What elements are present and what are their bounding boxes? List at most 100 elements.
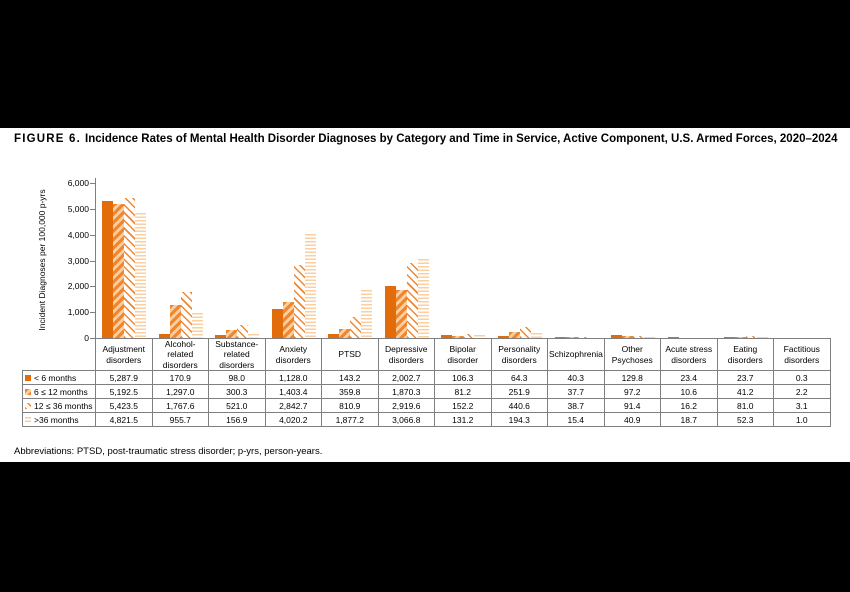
- value-cell: 40.3: [547, 370, 605, 385]
- bar: [282, 301, 294, 338]
- value-cell: 2,919.6: [377, 398, 435, 413]
- category-header-cell: Bipolar disorder: [434, 338, 492, 371]
- bar: [158, 333, 170, 338]
- category-header-cell: Substance-related disorders: [208, 338, 266, 371]
- figure-title: FIGURE 6. Incidence Rates of Mental Healt…: [14, 131, 838, 147]
- bar-chart: Incident Diagnoses per 100,000 p-yrs 0 1,…: [0, 128, 850, 462]
- bar: [611, 334, 623, 338]
- bar: [735, 336, 747, 338]
- bar: [135, 213, 147, 338]
- value-cell: 2,842.7: [264, 398, 322, 413]
- y-axis-tick-mark: [90, 208, 95, 210]
- category-header-cell: Factitious disorders: [773, 338, 831, 371]
- value-cell: 38.7: [547, 398, 605, 413]
- value-cell: 521.0: [208, 398, 266, 413]
- value-cell: 810.9: [321, 398, 379, 413]
- bar: [113, 203, 125, 338]
- value-cell: 23.7: [716, 370, 774, 385]
- bar: [757, 336, 769, 338]
- value-cell: 4,020.2: [264, 412, 322, 427]
- category-header-cell: Depressive disorders: [377, 338, 435, 371]
- bar: [304, 234, 316, 338]
- value-cell: 23.4: [660, 370, 718, 385]
- value-cell: 40.9: [603, 412, 661, 427]
- bar: [293, 264, 305, 338]
- value-cell: 359.8: [321, 384, 379, 399]
- table-corner-cell: [23, 339, 96, 371]
- bar: [102, 201, 114, 338]
- value-cell: 52.3: [716, 412, 774, 427]
- bar: [644, 336, 656, 338]
- bar: [565, 337, 577, 338]
- bar-group: [379, 178, 436, 338]
- category-header-cell: Personality disorders: [490, 338, 548, 371]
- bar: [328, 334, 340, 338]
- series-label-cell: 6 ≤ 12 months: [22, 384, 96, 399]
- value-cell: 152.2: [434, 398, 492, 413]
- bar: [463, 334, 475, 338]
- legend-swatch: [25, 389, 31, 395]
- bar-group: [492, 178, 549, 338]
- value-cell: 251.9: [490, 384, 548, 399]
- bar: [350, 317, 362, 338]
- category-header-cell: PTSD: [321, 338, 379, 371]
- bar-group: [153, 178, 210, 338]
- bar: [180, 292, 192, 338]
- value-cell: 1,297.0: [151, 384, 209, 399]
- table-row: 12 ≤ 36 months 5,423.5 1,767.6 521.0 2,842.7…: [22, 398, 831, 413]
- value-cell: 300.3: [208, 384, 266, 399]
- bar: [724, 337, 736, 338]
- value-cell: 15.4: [547, 412, 605, 427]
- value-cell: 1,767.6: [151, 398, 209, 413]
- value-cell: 0.3: [773, 370, 831, 385]
- bar: [395, 289, 407, 338]
- category-header-cell: Other Psychoses: [603, 338, 661, 371]
- value-cell: 2.2: [773, 384, 831, 399]
- y-axis-tick-mark: [90, 183, 95, 184]
- bar: [169, 304, 181, 338]
- series-label-cell: >36 months: [22, 412, 96, 427]
- bar: [124, 197, 136, 338]
- bar: [406, 262, 418, 338]
- bar: [361, 289, 373, 338]
- series-label-cell: < 6 months: [22, 370, 96, 385]
- value-cell: 156.9: [208, 412, 266, 427]
- y-axis-tick-mark: [90, 286, 95, 288]
- bar: [633, 335, 645, 338]
- table-header-row: Adjustment disorders Alcohol-related diso…: [23, 338, 831, 371]
- value-cell: 3,066.8: [377, 412, 435, 427]
- bar: [474, 334, 486, 338]
- value-cell: 91.4: [603, 398, 661, 413]
- value-cell: 81.2: [434, 384, 492, 399]
- series-label-cell: 12 ≤ 36 months: [22, 398, 96, 413]
- figure-panel: FIGURE 6. Incidence Rates of Mental Healt…: [0, 128, 850, 462]
- bar: [271, 308, 283, 338]
- value-cell: 5,192.5: [95, 384, 153, 399]
- abbreviations-note: Abbreviations: PTSD, post-traumatic stre…: [14, 446, 323, 457]
- category-header-cell: Adjustment disorders: [95, 338, 153, 371]
- value-cell: 1.0: [773, 412, 831, 427]
- bar: [237, 324, 249, 338]
- value-cell: 10.6: [660, 384, 718, 399]
- bar-group: [605, 178, 662, 338]
- value-cell: 81.0: [716, 398, 774, 413]
- bar-group: [435, 178, 492, 338]
- value-cell: 143.2: [321, 370, 379, 385]
- figure-number: FIGURE 6.: [14, 133, 82, 145]
- value-cell: 1,128.0: [264, 370, 322, 385]
- value-cell: 64.3: [490, 370, 548, 385]
- category-header-cell: Alcohol-related disorders: [151, 338, 209, 371]
- legend-swatch: [25, 375, 31, 381]
- data-table: Adjustment disorders Alcohol-related diso…: [22, 338, 831, 427]
- y-axis-tick-label: 3,000: [67, 255, 89, 266]
- y-axis-tick-label: 2,000: [67, 281, 89, 292]
- bar: [576, 337, 588, 338]
- bar-group: [718, 178, 775, 338]
- value-cell: 440.6: [490, 398, 548, 413]
- bar: [452, 335, 464, 338]
- y-axis-tick-mark: [90, 312, 95, 314]
- y-axis-tick-label: 4,000: [67, 229, 89, 240]
- y-axis-tick-label: 5,000: [67, 203, 89, 214]
- y-axis-tick-label: 1,000: [67, 307, 89, 318]
